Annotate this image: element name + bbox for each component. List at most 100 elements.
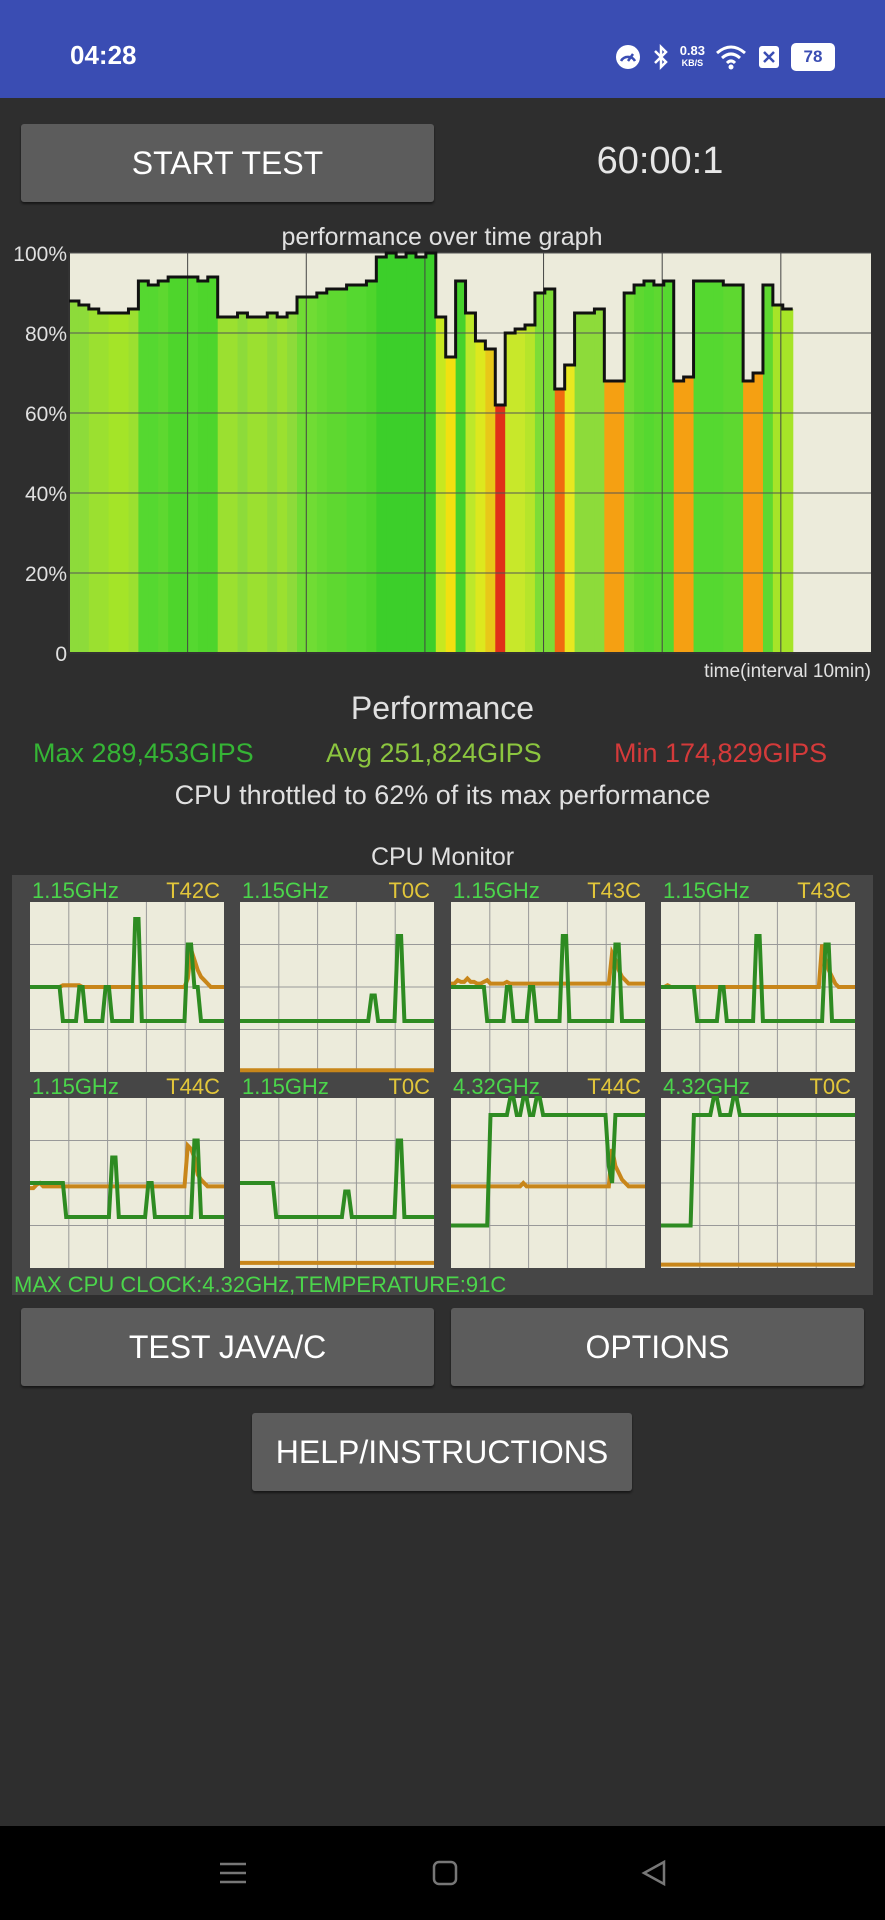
performance-bar [475,341,486,653]
performance-bar [128,309,139,653]
performance-graph: performance over time graph 100% 80% 60% 40%… [13,223,871,682]
performance-bar [723,285,734,653]
cpu-core-graph: 1.15GHz T0C [240,1074,434,1268]
y-tick-label: 0 [55,643,67,666]
performance-bar [634,285,645,653]
performance-bar [693,281,705,653]
close-box-icon [759,46,779,68]
performance-bar [733,285,744,653]
performance-bar [69,301,80,653]
performance-bar [247,317,258,653]
performance-bar [257,317,268,653]
net-speed-value: 0.83 [679,43,705,58]
cpu-core-temperature: T43C [587,878,641,903]
performance-bar [108,313,120,653]
cpu-frequency-line [240,1138,434,1219]
performance-bar [455,281,467,653]
performance-bar [336,289,348,653]
cpu-core-temperature: T0C [388,878,430,903]
throttle-status: CPU throttled to 62% of its max performa… [174,780,711,810]
performance-bar [435,317,447,653]
navigation-bar [0,1826,885,1920]
cpu-frequency-line [451,1096,645,1228]
performance-bar [743,381,754,653]
cpu-core-temperature: T0C [388,1074,430,1099]
wifi-icon [716,45,746,70]
performance-bar [574,313,586,653]
performance-bar [227,317,239,653]
performance-bar [326,289,338,653]
cpu-core-frequency: 1.15GHz [663,878,750,903]
y-tick-label: 80% [25,323,67,346]
cpu-core-frequency: 4.32GHz [453,1074,540,1099]
performance-bar [703,281,714,653]
performance-bar [643,281,655,653]
cpu-core-temperature: T44C [587,1074,641,1099]
performance-bar [544,289,556,653]
y-tick-label: 60% [25,403,67,426]
back-triangle-icon[interactable] [638,1858,668,1888]
cpu-core-graph: 1.15GHz T42C [30,878,224,1072]
performance-bar [287,313,298,653]
cpu-core-temperature: T0C [809,1074,851,1099]
performance-bar [237,313,249,653]
cpu-frequency-line [661,934,855,1023]
performance-bar [267,313,278,653]
performance-bar [306,297,318,653]
cpu-core-frequency: 1.15GHz [32,1074,119,1099]
performance-bar [425,253,437,653]
performance-bar [495,405,506,653]
cpu-core-frequency: 4.32GHz [663,1074,750,1099]
status-time: 04:28 [70,40,137,70]
cpu-core-graph: 1.15GHz T43C [451,878,645,1072]
performance-bar [406,253,417,653]
performance-bar [366,281,377,653]
avg-performance: Avg 251,824GIPS [326,738,542,768]
options-button[interactable]: OPTIONS [451,1308,864,1386]
performance-bar [376,257,387,653]
performance-bar [316,293,328,653]
performance-bar [604,381,615,653]
performance-bar [396,257,407,653]
performance-bar [138,281,149,653]
home-square-icon[interactable] [430,1858,460,1888]
performance-bar [168,277,179,653]
performance-bar [683,377,695,653]
performance-bar [78,305,90,653]
cpu-frequency-line [30,1138,224,1219]
cpu-frequency-line [240,934,434,1023]
cpu-core-frequency: 1.15GHz [32,878,119,903]
performance-bar [525,325,536,653]
performance-bar [782,309,794,653]
performance-bar [564,365,576,653]
performance-bar [594,309,605,653]
test-timer: 60:00:1 [596,140,724,182]
performance-line [69,251,793,407]
menu-icon[interactable] [218,1858,248,1888]
help-instructions-button[interactable]: HELP/INSTRUCTIONS [252,1413,632,1491]
cpu-core-temperature: T44C [166,1074,220,1099]
performance-bar [297,297,308,653]
performance-bar [772,305,784,653]
cpu-core-graph: 1.15GHz T0C [240,878,434,1073]
net-speed: 0.83 KB/S [679,43,705,69]
performance-bar [88,309,100,653]
bluetooth-icon [653,43,668,71]
performance-bar [178,277,189,653]
performance-bar [415,257,427,653]
test-java-c-button[interactable]: TEST JAVA/C [21,1308,434,1386]
performance-bar [713,281,724,653]
performance-bar [118,313,130,653]
cpu-monitor-footer: MAX CPU CLOCK:4.32GHz,TEMPERATURE:91C [14,1272,507,1297]
performance-bar [356,285,368,653]
y-tick-label: 100% [13,243,67,266]
performance-bar [217,317,229,653]
performance-bar [346,285,358,653]
graph-title: performance over time graph [282,223,603,251]
performance-bar [148,285,159,653]
cpu-core-graph: 4.32GHz T44C [451,1074,645,1268]
performance-bar [98,313,110,653]
max-performance: Max 289,453GIPS [33,738,254,768]
start-test-button[interactable]: START TEST [21,124,434,202]
performance-bar [753,373,764,653]
